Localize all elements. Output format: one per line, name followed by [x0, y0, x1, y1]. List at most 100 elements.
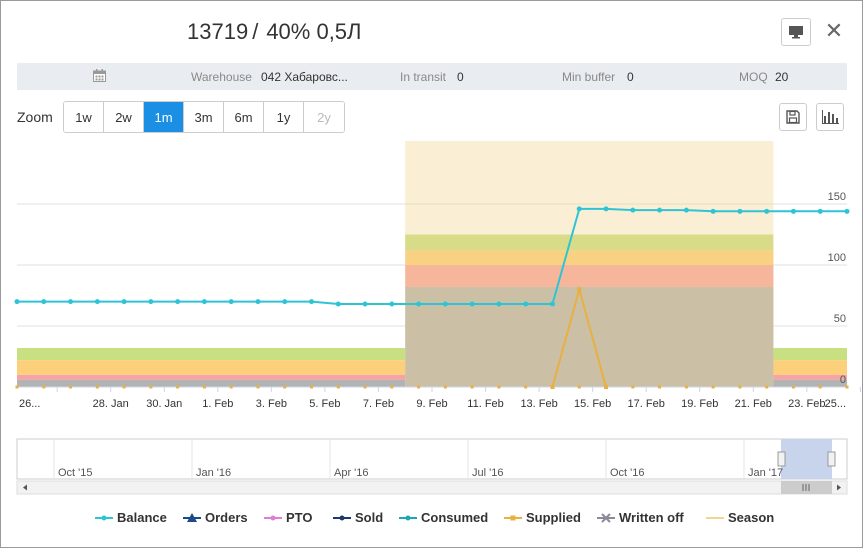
cross-icon: [597, 512, 615, 523]
baseline-marker: [497, 385, 501, 389]
point-balance[interactable]: [710, 208, 716, 214]
x-tick-label: 11. Feb: [467, 398, 504, 410]
legend-label: Written off: [619, 510, 684, 525]
navigator-right-handle[interactable]: [827, 451, 836, 467]
legend-balance[interactable]: Balance: [95, 510, 167, 525]
point-balance[interactable]: [683, 207, 689, 213]
point-balance[interactable]: [764, 208, 770, 214]
baseline-marker: [443, 385, 447, 389]
zoom-label: Zoom: [17, 109, 53, 125]
in-transit-label: In transit: [400, 70, 447, 84]
baseline-marker: [15, 385, 19, 389]
point-balance[interactable]: [469, 301, 475, 307]
zone-red-highlight: [405, 265, 774, 287]
baseline-marker: [229, 385, 233, 389]
baseline-marker: [417, 385, 421, 389]
baseline-marker: [765, 385, 769, 389]
line-dot-icon: [264, 515, 282, 520]
zoom-1w-button[interactable]: 1w: [64, 102, 104, 132]
zone-gray-left: [17, 379, 406, 387]
navigator-scrollbar[interactable]: [16, 480, 848, 495]
point-balance[interactable]: [576, 206, 582, 212]
point-balance[interactable]: [14, 299, 20, 305]
point-balance[interactable]: [121, 299, 127, 305]
point-balance[interactable]: [496, 301, 502, 307]
point-balance[interactable]: [148, 299, 154, 305]
x-tick-label: 7. Feb: [363, 398, 394, 410]
point-balance[interactable]: [737, 208, 743, 214]
point-balance[interactable]: [175, 299, 181, 305]
moq-value: 20: [775, 70, 789, 84]
point-balance[interactable]: [362, 301, 368, 307]
baseline-marker: [390, 385, 394, 389]
legend-label: Season: [728, 510, 775, 525]
point-balance[interactable]: [335, 301, 341, 307]
zone-green-right: [773, 347, 847, 361]
navigator-label: Jan '17: [748, 467, 783, 479]
point-balance[interactable]: [630, 207, 636, 213]
point-balance[interactable]: [442, 301, 448, 307]
x-tick-label: 21. Feb: [735, 398, 772, 410]
point-balance[interactable]: [416, 301, 422, 307]
navigator-left-handle[interactable]: [777, 451, 786, 467]
baseline-marker: [202, 385, 206, 389]
navigator-label: Jan '16: [196, 467, 231, 479]
point-balance[interactable]: [844, 208, 850, 214]
scroll-left-arrow[interactable]: [23, 484, 27, 491]
calendar-icon[interactable]: [93, 69, 106, 82]
zoom-2w-button[interactable]: 2w: [104, 102, 144, 132]
legend-written-off[interactable]: Written off: [597, 510, 684, 525]
legend-label: Supplied: [526, 510, 581, 525]
point-balance[interactable]: [389, 301, 395, 307]
line-dot-icon: [399, 515, 417, 520]
legend-pto[interactable]: PTO: [264, 510, 313, 525]
point-balance[interactable]: [790, 208, 796, 214]
stock-chart[interactable]: 0 50 100 150 26... 28. Jan 30. Jan 1. Feb 3. Fe…: [1, 141, 862, 506]
legend-consumed[interactable]: Consumed: [399, 510, 488, 525]
save-button[interactable]: [779, 103, 807, 131]
zoom-1m-button[interactable]: 1m: [144, 102, 184, 132]
point-balance[interactable]: [228, 299, 234, 305]
point-supplied[interactable]: [577, 287, 582, 292]
warehouse-value: 042 Хабаровс...: [261, 70, 348, 84]
baseline-marker: [122, 385, 126, 389]
point-balance[interactable]: [309, 299, 315, 305]
legend-orders[interactable]: Orders: [183, 510, 248, 525]
zone-green-highlight: [405, 234, 774, 251]
legend-supplied[interactable]: Supplied: [504, 510, 581, 525]
baseline-marker: [470, 385, 474, 389]
point-balance[interactable]: [201, 299, 207, 305]
point-balance[interactable]: [817, 208, 823, 214]
page-title: 13719/ 40% 0,5Л: [187, 19, 361, 45]
x-tick-label: 26...: [19, 398, 40, 410]
triangle-icon: [183, 512, 201, 522]
zoom-3m-button[interactable]: 3m: [184, 102, 224, 132]
baseline-marker: [791, 385, 795, 389]
point-balance[interactable]: [94, 299, 100, 305]
zoom-6m-button[interactable]: 6m: [224, 102, 264, 132]
line-dot-icon: [95, 515, 113, 520]
scroll-right-arrow[interactable]: [837, 484, 841, 491]
monitor-button[interactable]: [781, 18, 811, 46]
point-balance[interactable]: [603, 206, 609, 212]
navigator-selection[interactable]: [781, 439, 832, 479]
point-balance[interactable]: [523, 301, 529, 307]
x-tick-label: 28. Jan: [93, 398, 129, 410]
navigator-frame: [16, 438, 848, 480]
point-balance[interactable]: [657, 207, 663, 213]
zoom-1y-button[interactable]: 1y: [264, 102, 304, 132]
navigator-label: Oct '16: [610, 467, 645, 479]
item-id: 13719: [187, 19, 249, 44]
moq-label: MOQ: [739, 70, 768, 84]
point-balance[interactable]: [68, 299, 74, 305]
point-balance[interactable]: [255, 299, 261, 305]
zoom-2y-button: 2y: [304, 102, 344, 132]
legend-sold[interactable]: Sold: [333, 510, 383, 525]
point-balance[interactable]: [549, 301, 555, 307]
x-tick-label: 30. Jan: [146, 398, 182, 410]
legend-season[interactable]: Season: [706, 510, 774, 525]
point-balance[interactable]: [282, 299, 288, 305]
chart-button[interactable]: [816, 103, 844, 131]
close-button[interactable]: ✕: [823, 19, 845, 43]
point-balance[interactable]: [41, 299, 47, 305]
